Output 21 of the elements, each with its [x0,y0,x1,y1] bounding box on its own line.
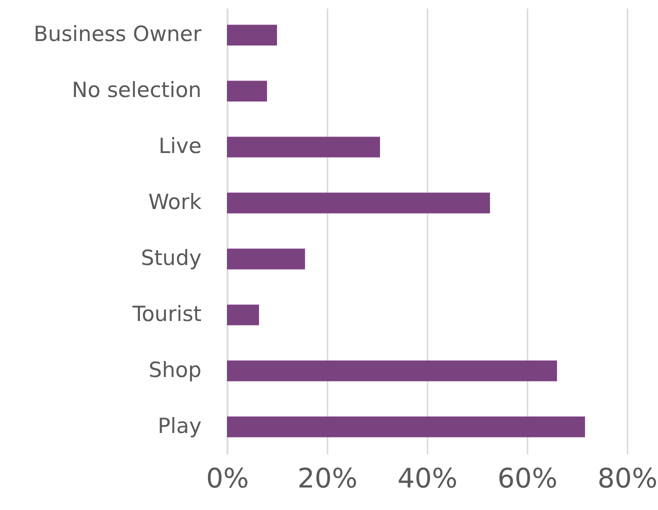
y-tick-label: Work [148,190,202,214]
bar [227,360,557,382]
bar [227,416,585,438]
x-tick-label: 40% [397,464,458,494]
y-tick-label: Play [158,414,202,438]
x-tick-label: 20% [297,464,358,494]
y-tick-label: Live [158,134,202,158]
y-tick-label: Tourist [131,302,202,326]
bar [227,24,277,46]
y-tick-label: Business Owner [34,22,202,46]
x-tick-label: 80% [597,464,658,494]
bar [227,136,380,158]
x-tick-label: 60% [497,464,558,494]
bar [227,304,259,326]
x-tick-label: 0% [206,464,249,494]
bar [227,80,267,102]
bar [227,248,305,270]
y-tick-label: No selection [72,78,202,102]
y-tick-label: Study [140,246,202,270]
y-tick-label: Shop [148,358,202,382]
bar [227,192,490,214]
